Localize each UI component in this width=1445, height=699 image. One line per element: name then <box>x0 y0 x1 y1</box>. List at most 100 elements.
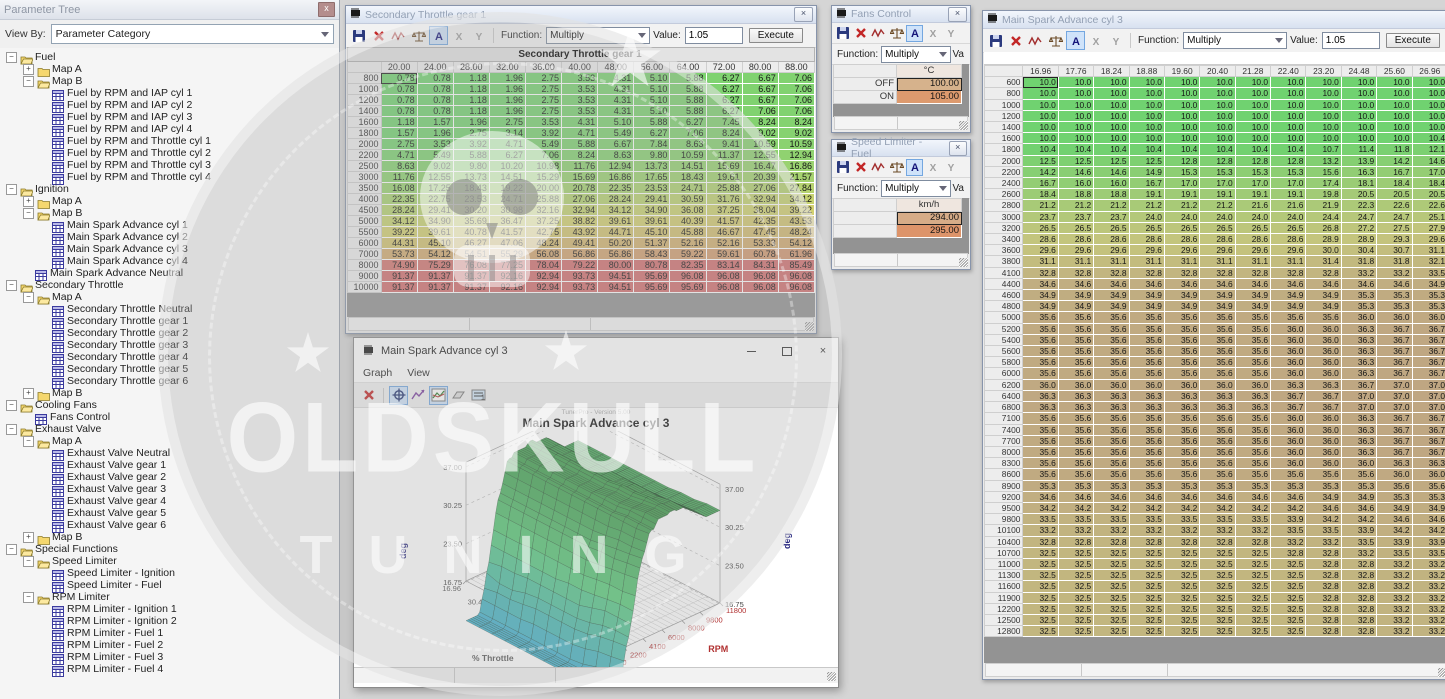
grid-row-header[interactable]: 5200 <box>984 322 1024 335</box>
tree-item[interactable]: Fuel by RPM and IAP cyl 4 <box>4 123 339 137</box>
grid-cell[interactable]: 5.10 <box>633 72 671 84</box>
grid-row-header[interactable]: 12500 <box>984 613 1024 627</box>
value-input[interactable] <box>684 27 743 44</box>
grid-cell[interactable]: 18.43 <box>669 171 707 183</box>
grid-cell[interactable]: 36.0 <box>1270 345 1307 358</box>
grid-cell[interactable]: 29.6 <box>1411 233 1445 246</box>
grid-cell[interactable]: 18.4 <box>1376 177 1413 190</box>
tree-item[interactable]: − Speed Limiter <box>4 555 339 568</box>
close-icon[interactable]: x <box>318 2 335 17</box>
grid-row-header[interactable]: 1800 <box>984 143 1024 156</box>
grid-cell[interactable]: 10.0 <box>1199 109 1236 123</box>
grid-cell[interactable]: 17.0 <box>1270 177 1307 190</box>
grid-cell[interactable]: 35.6 <box>1022 345 1059 358</box>
grid-cell[interactable]: 5.88 <box>452 149 490 161</box>
grid-cell[interactable]: 35.6 <box>1093 311 1130 324</box>
grid-cell[interactable]: 42.75 <box>524 226 563 238</box>
grid-cell[interactable]: 9.02 <box>416 160 454 172</box>
grid-cell[interactable]: 23.53 <box>633 182 671 194</box>
trace-icon[interactable] <box>409 386 428 405</box>
grid-cell[interactable]: 36.7 <box>1376 412 1413 425</box>
grid-cell[interactable]: 96.08 <box>777 281 815 293</box>
grid-cell[interactable]: 8.63 <box>380 160 418 172</box>
grid-cell[interactable]: 35.3 <box>1199 479 1236 492</box>
grid-cell[interactable]: 37.0 <box>1340 389 1378 403</box>
grid-cell[interactable]: 35.6 <box>1128 311 1165 324</box>
tree-item[interactable]: Main Spark Advance cyl 1 <box>4 219 339 233</box>
grid-cell[interactable]: 32.5 <box>1199 546 1236 559</box>
grid-cell[interactable]: 36.0 <box>1305 345 1342 358</box>
grid-cell[interactable]: 23.7 <box>1022 210 1059 223</box>
grid-cell[interactable]: 35.6 <box>1057 322 1095 335</box>
grid-cell[interactable]: 49.41 <box>561 237 599 249</box>
grid-cell[interactable]: 5.49 <box>524 138 563 150</box>
grid-cell[interactable]: 10.0 <box>1022 98 1059 111</box>
save-icon[interactable] <box>834 159 851 176</box>
grid-cell[interactable]: 91.37 <box>416 281 454 293</box>
grid-cell[interactable]: 34.6 <box>1163 490 1201 503</box>
grid-col-header[interactable]: 20.00 <box>380 61 418 73</box>
tree-expander[interactable]: − <box>23 591 34 603</box>
grid-cell[interactable]: 10.0 <box>1411 121 1445 134</box>
grid-cell[interactable]: 105.00 <box>896 90 962 104</box>
grid-cell[interactable]: 20.78 <box>561 182 599 194</box>
grid-cell[interactable]: 6.27 <box>633 127 671 139</box>
tree-expander[interactable]: − <box>6 183 17 195</box>
grid-cell[interactable]: 33.2 <box>1376 557 1413 571</box>
grid-col-header[interactable]: 25.60 <box>1376 64 1413 78</box>
grid-cell[interactable]: 45.10 <box>416 237 454 249</box>
grid-row-header[interactable] <box>833 224 897 238</box>
grid-cell[interactable]: 35.6 <box>1057 333 1095 347</box>
grid-cell[interactable]: 36.0 <box>1305 434 1342 447</box>
grid-cell[interactable]: 36.3 <box>1340 412 1378 425</box>
grid-cell[interactable]: 35.6 <box>1093 445 1130 459</box>
grid-row-header[interactable]: 6800 <box>984 401 1024 414</box>
grid-cell[interactable]: 32.5 <box>1128 557 1165 571</box>
grid-cell[interactable]: 36.7 <box>1411 333 1445 347</box>
grid-cell[interactable]: 14.51 <box>488 171 526 183</box>
grid-cell[interactable]: 10.7 <box>1305 143 1342 156</box>
grid-cell[interactable]: 34.2 <box>1376 524 1413 537</box>
grid-cell[interactable]: 21.2 <box>1199 199 1236 212</box>
grid-cell[interactable]: 6.27 <box>488 149 526 161</box>
grid-cell[interactable]: 21.2 <box>1093 199 1130 212</box>
grid-cell[interactable]: 0.78 <box>416 105 454 117</box>
grid-cell[interactable]: 36.08 <box>669 204 707 216</box>
grid-row-header[interactable]: 3400 <box>984 233 1024 246</box>
close-icon[interactable]: × <box>948 6 967 22</box>
grid-cell[interactable]: 10.0 <box>1270 87 1307 100</box>
grid-cell[interactable]: 20.39 <box>741 171 779 183</box>
grid-cell[interactable]: 96.08 <box>741 281 779 293</box>
grid-cell[interactable]: 1.96 <box>452 116 490 128</box>
grid-cell[interactable]: 24.0 <box>1199 210 1236 223</box>
grid-cell[interactable]: 35.6 <box>1057 457 1095 470</box>
grid-cell[interactable]: 35.6 <box>1163 445 1201 459</box>
grid-cell[interactable]: 22.6 <box>1411 199 1445 212</box>
tree-item[interactable]: RPM Limiter - Fuel 2 <box>4 639 339 653</box>
save-icon[interactable] <box>349 26 368 45</box>
grid-cell[interactable]: 31.8 <box>1340 255 1378 268</box>
grid-cell[interactable]: 16.7 <box>1376 165 1413 179</box>
grid-cell[interactable]: 33.2 <box>1093 524 1130 537</box>
axis-x-icon[interactable]: X <box>924 159 941 176</box>
grid-row-header[interactable]: 7400 <box>984 423 1024 436</box>
maximize-button[interactable] <box>772 339 802 363</box>
grid-cell[interactable]: 31.1 <box>1270 255 1307 268</box>
grid-cell[interactable]: 12.94 <box>597 160 635 172</box>
grid-cell[interactable]: 55.29 <box>488 248 526 260</box>
grid-cell[interactable]: 35.6 <box>1093 434 1130 447</box>
grid-cell[interactable]: 36.7 <box>1411 367 1445 380</box>
grid-cell[interactable]: 34.9 <box>1411 501 1445 515</box>
tree-item[interactable]: Fuel by RPM and IAP cyl 1 <box>4 87 339 101</box>
grid-cell[interactable]: 32.5 <box>1199 602 1236 615</box>
grid-cell[interactable]: 92.94 <box>524 281 563 293</box>
grid-cell[interactable]: 36.7 <box>1305 401 1342 414</box>
tree-item[interactable]: Secondary Throttle Neutral <box>4 303 339 317</box>
grid-cell[interactable]: 19.1 <box>1234 188 1272 201</box>
grid-cell[interactable]: 58.43 <box>633 248 671 260</box>
grid-cell[interactable]: 7.06 <box>524 149 563 161</box>
grid-cell[interactable]: 32.5 <box>1199 569 1236 582</box>
grid-cell[interactable]: 32.5 <box>1128 613 1165 627</box>
grid-cell[interactable]: 32.5 <box>1057 580 1095 593</box>
grid-cell[interactable]: 36.3 <box>1199 401 1236 414</box>
